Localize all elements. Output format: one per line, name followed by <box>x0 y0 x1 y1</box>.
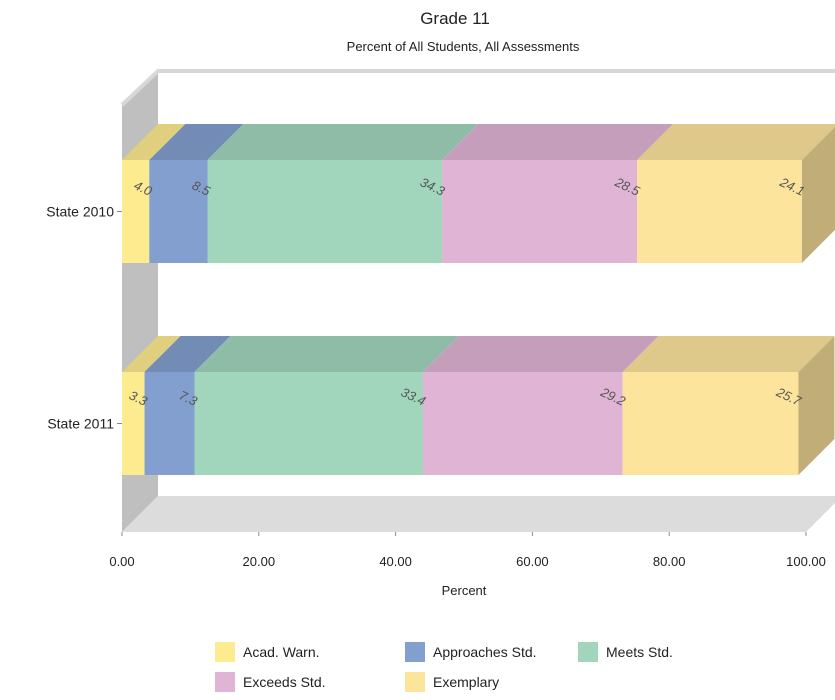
bar-segment <box>637 124 835 263</box>
bar-segment <box>122 336 181 475</box>
chart-title: Grade 11 <box>420 9 490 28</box>
bar-top-face <box>122 124 186 160</box>
bar-front-face <box>194 372 423 475</box>
x-axis-ticks: 0.00 20.00 40.00 60.00 80.00 100.00 <box>109 532 826 569</box>
legend-item: Exceeds Std. <box>215 672 326 692</box>
bars: 4.0 8.5 34.3 28.5 24.13.3 7.3 33.4 29.2 25.7 <box>122 124 835 475</box>
floor <box>122 496 835 532</box>
bar-front-face <box>442 160 638 263</box>
bar-front-face <box>207 160 443 263</box>
bar-top-face <box>149 124 244 160</box>
bar-segment <box>144 336 231 475</box>
legend: Acad. Warn. Approaches Std. Meets Std. Exce… <box>215 642 673 692</box>
bar-segment <box>122 124 186 263</box>
data-label: 7.3 <box>177 387 200 409</box>
bar-top-face <box>422 336 659 372</box>
bar-segment <box>207 124 479 263</box>
category-label: State 2011 <box>47 416 114 432</box>
top-edge <box>120 69 835 107</box>
bar-side-face <box>798 336 835 475</box>
legend-swatch <box>405 672 425 692</box>
bar-front-face <box>637 160 802 263</box>
legend-swatch <box>405 642 425 662</box>
legend-label: Approaches Std. <box>433 644 537 660</box>
category-labels: State 2010 State 2011 <box>46 204 122 432</box>
legend-swatch <box>215 672 235 692</box>
bar-top-face <box>637 124 835 160</box>
bar-front-face <box>122 372 145 475</box>
bar-segment <box>194 336 459 475</box>
category-label: State 2010 <box>46 204 114 220</box>
legend-label: Meets Std. <box>606 644 673 660</box>
legend-item: Exemplary <box>405 672 499 692</box>
legend-item: Approaches Std. <box>405 642 537 662</box>
legend-label: Acad. Warn. <box>243 644 320 660</box>
bar-front-face <box>122 160 150 263</box>
legend-swatch <box>215 642 235 662</box>
bar-top-face <box>194 336 459 372</box>
bar-top-face <box>122 336 181 372</box>
bar-front-face <box>149 160 208 263</box>
data-label: 3.3 <box>127 387 150 409</box>
bar-top-face <box>622 336 835 372</box>
legend-swatch <box>578 642 598 662</box>
bar-top-face <box>144 336 231 372</box>
bar-segment <box>149 124 244 263</box>
bar-front-face <box>622 372 799 475</box>
legend-item: Meets Std. <box>578 642 673 662</box>
bar-segment <box>442 124 674 263</box>
x-tick-label: 80.00 <box>653 554 686 569</box>
bar-top-face <box>207 124 479 160</box>
x-tick-label: 0.00 <box>109 554 134 569</box>
bar-top-face <box>442 124 674 160</box>
bar-segment <box>422 336 659 475</box>
data-label: 8.5 <box>190 177 213 199</box>
data-label: 4.0 <box>132 177 155 199</box>
chart-subtitle: Percent of All Students, All Assessments <box>347 39 580 54</box>
legend-label: Exemplary <box>433 674 499 690</box>
legend-item: Acad. Warn. <box>215 642 320 662</box>
x-axis-title: Percent <box>442 583 487 598</box>
x-tick-label: 20.00 <box>243 554 276 569</box>
bar-front-face <box>422 372 623 475</box>
legend-label: Exceeds Std. <box>243 674 326 690</box>
x-tick-label: 100.00 <box>786 554 826 569</box>
bar-side-face <box>801 126 835 263</box>
bar-front-face <box>144 372 195 475</box>
x-tick-label: 40.00 <box>379 554 412 569</box>
x-tick-label: 60.00 <box>516 554 549 569</box>
bar-segment <box>622 336 835 475</box>
